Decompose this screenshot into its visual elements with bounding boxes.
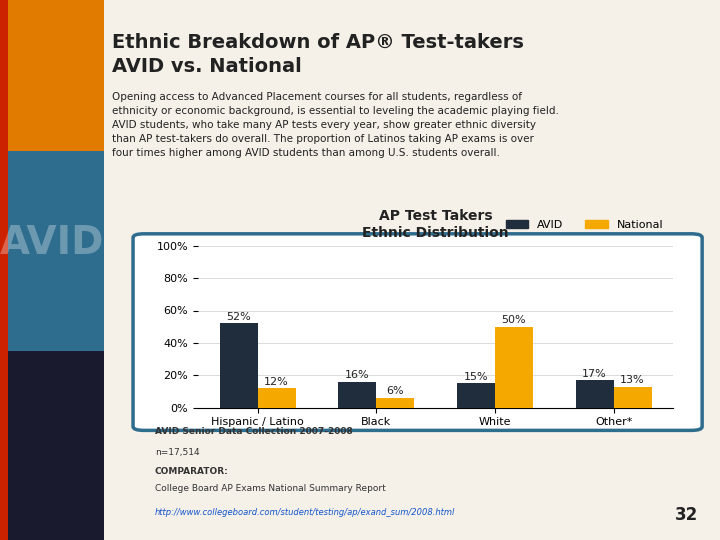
Bar [576,380,613,408]
Text: Ethnic Breakdown of AP® Test-takers
AVID vs. National: Ethnic Breakdown of AP® Test-takers AVID… [112,32,523,76]
Bar [495,327,533,408]
Text: AVID Senior Data Collection 2007-2008: AVID Senior Data Collection 2007-2008 [155,427,353,436]
Text: 6%: 6% [387,386,404,396]
Legend: AVID, National: AVID, National [501,215,667,234]
Text: AVID: AVID [0,224,104,262]
Bar [258,388,295,408]
Text: n=17,514: n=17,514 [155,448,199,457]
Text: 50%: 50% [502,315,526,325]
Text: 15%: 15% [464,372,488,382]
Text: 17%: 17% [582,368,607,379]
FancyBboxPatch shape [0,351,104,540]
Text: College Board AP Exams National Summary Report: College Board AP Exams National Summary … [155,484,386,493]
Text: 12%: 12% [264,376,289,387]
Bar [457,383,495,408]
Text: 52%: 52% [226,312,251,322]
Text: 16%: 16% [345,370,369,380]
Bar [613,387,652,408]
Bar [338,382,377,408]
Bar [220,323,258,408]
Text: 32: 32 [675,506,698,524]
Text: 13%: 13% [621,375,645,385]
Title: AP Test Takers
Ethnic Distribution: AP Test Takers Ethnic Distribution [362,209,509,240]
FancyBboxPatch shape [0,0,104,151]
Text: Opening access to Advanced Placement courses for all students, regardless of
eth: Opening access to Advanced Placement cou… [112,92,559,158]
FancyBboxPatch shape [0,0,9,540]
Text: http://www.collegeboard.com/student/testing/ap/exand_sum/2008.html: http://www.collegeboard.com/student/test… [155,508,455,517]
FancyBboxPatch shape [133,234,702,430]
Text: COMPARATOR:: COMPARATOR: [155,467,229,476]
Bar [377,398,414,408]
FancyBboxPatch shape [0,151,104,351]
